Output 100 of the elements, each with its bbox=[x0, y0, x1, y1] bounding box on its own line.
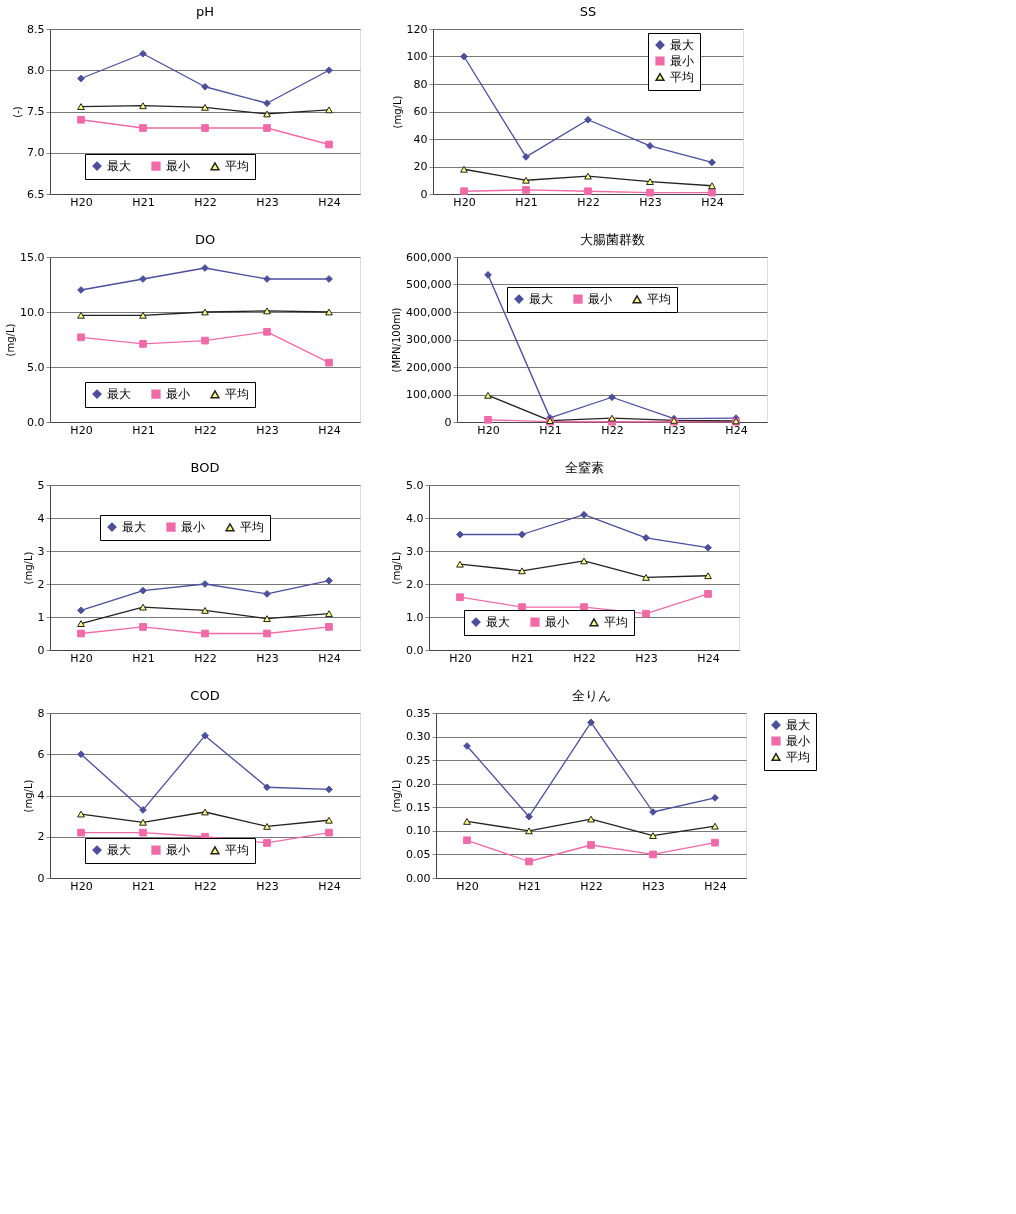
legend-label: 平均 bbox=[225, 843, 249, 858]
x-tick-label: H24 bbox=[701, 195, 724, 209]
legend-label: 平均 bbox=[786, 750, 810, 764]
y-tick-label: 0 bbox=[37, 643, 45, 657]
y-tick-label: 0 bbox=[420, 187, 428, 201]
legend-label: 平均 bbox=[225, 387, 249, 402]
y-tick-label: 0.25 bbox=[406, 753, 431, 767]
y-tick-label: 40 bbox=[413, 132, 428, 146]
legend-label: 平均 bbox=[604, 615, 628, 630]
x-tick-label: H23 bbox=[663, 423, 686, 437]
x-tick-label: H21 bbox=[539, 423, 562, 437]
y-tick-label: 4 bbox=[37, 511, 45, 525]
y-tick-label: 6.5 bbox=[27, 187, 45, 201]
chart-title: pH bbox=[195, 4, 215, 19]
legend-label: 平均 bbox=[240, 520, 264, 535]
legend-label: 最小 bbox=[181, 520, 205, 535]
legend-label: 最小 bbox=[166, 387, 190, 402]
y-tick-label: 20 bbox=[413, 160, 428, 173]
y-tick-label: 5.0 bbox=[27, 360, 45, 374]
legend-label: 最小 bbox=[786, 734, 810, 748]
x-tick-label: H24 bbox=[697, 651, 720, 665]
x-tick-label: H20 bbox=[449, 651, 472, 665]
legend-label: 最大 bbox=[670, 38, 694, 52]
y-tick-label: 80 bbox=[413, 77, 428, 91]
legend-label: 最大 bbox=[786, 718, 810, 732]
y-tick-label: 60 bbox=[413, 105, 428, 118]
y-tick-label: 300,000 bbox=[406, 333, 452, 346]
legend-label: 平均 bbox=[647, 292, 671, 307]
chart-title: 全りん bbox=[571, 688, 611, 703]
x-tick-label: H21 bbox=[132, 879, 155, 893]
y-tick-label: 0.10 bbox=[406, 824, 431, 838]
x-tick-label: H20 bbox=[477, 423, 500, 437]
y-tick-label: 400,000 bbox=[406, 305, 452, 319]
y-tick-label: 100,000 bbox=[406, 388, 452, 401]
x-tick-label: H24 bbox=[318, 423, 341, 437]
legend-label: 平均 bbox=[225, 159, 249, 174]
y-tick-label: 0.05 bbox=[406, 847, 431, 861]
y-tick-label: 1 bbox=[37, 610, 45, 624]
x-tick-label: H22 bbox=[194, 195, 217, 209]
chart-title: COD bbox=[190, 688, 220, 703]
legend-label: 最大 bbox=[486, 615, 510, 630]
y-tick-label: 4.0 bbox=[406, 511, 424, 525]
chart-title: 大腸菌群数 bbox=[579, 232, 645, 247]
x-tick-label: H24 bbox=[725, 423, 748, 437]
x-tick-label: H23 bbox=[642, 879, 665, 893]
y-axis-title: (MPN/100ml) bbox=[391, 307, 403, 373]
y-axis-title: (mg/L) bbox=[5, 323, 17, 357]
chart-title: SS bbox=[579, 4, 597, 19]
y-tick-label: 500,000 bbox=[406, 278, 452, 291]
legend-label: 最小 bbox=[166, 843, 190, 858]
x-tick-label: H24 bbox=[318, 195, 341, 209]
x-tick-label: H21 bbox=[518, 879, 541, 893]
x-tick-label: H21 bbox=[132, 195, 155, 209]
x-tick-label: H22 bbox=[573, 651, 596, 665]
legend-label: 最大 bbox=[107, 159, 131, 174]
y-tick-label: 2 bbox=[37, 577, 45, 591]
y-tick-label: 0.30 bbox=[406, 730, 431, 744]
x-tick-label: H22 bbox=[194, 423, 217, 437]
legend-label: 最大 bbox=[107, 387, 131, 402]
y-axis-title: (mg/L) bbox=[391, 95, 403, 129]
x-tick-label: H23 bbox=[639, 195, 662, 209]
y-tick-label: 200,000 bbox=[406, 360, 452, 374]
y-axis-title: (mg/L) bbox=[22, 779, 34, 813]
y-tick-label: 1.0 bbox=[406, 610, 424, 624]
x-tick-label: H22 bbox=[601, 423, 624, 437]
x-tick-label: H20 bbox=[453, 195, 476, 209]
y-axis-title: (mg/L) bbox=[22, 551, 34, 585]
legend-label: 最小 bbox=[166, 159, 190, 174]
legend-label: 最大 bbox=[122, 520, 146, 535]
chart-title: 全窒素 bbox=[564, 460, 604, 475]
y-tick-label: 0 bbox=[37, 871, 45, 885]
x-tick-label: H22 bbox=[580, 879, 603, 893]
x-tick-label: H23 bbox=[256, 423, 279, 437]
legend-label: 平均 bbox=[670, 70, 694, 84]
y-tick-label: 3 bbox=[37, 544, 45, 558]
y-tick-label: 100 bbox=[406, 50, 428, 63]
x-tick-label: H22 bbox=[577, 195, 600, 209]
x-tick-label: H21 bbox=[515, 195, 538, 209]
x-tick-label: H20 bbox=[70, 195, 93, 209]
y-tick-label: 120 bbox=[406, 22, 428, 36]
x-tick-label: H20 bbox=[70, 879, 93, 893]
y-tick-label: 4 bbox=[37, 789, 45, 802]
x-tick-label: H22 bbox=[194, 879, 217, 893]
y-tick-label: 0.20 bbox=[406, 777, 431, 791]
y-tick-label: 15.0 bbox=[20, 250, 45, 264]
x-tick-label: H20 bbox=[70, 651, 93, 665]
chart-title: BOD bbox=[190, 460, 220, 475]
x-tick-label: H21 bbox=[132, 651, 155, 665]
y-tick-label: 2 bbox=[37, 830, 45, 844]
x-tick-label: H23 bbox=[256, 651, 279, 665]
y-tick-label: 0.00 bbox=[406, 871, 431, 885]
y-tick-label: 0.0 bbox=[27, 415, 45, 429]
y-tick-label: 3.0 bbox=[406, 544, 424, 558]
y-axis-title: (-) bbox=[12, 106, 24, 118]
x-tick-label: H20 bbox=[70, 423, 93, 437]
legend-label: 最大 bbox=[529, 292, 553, 307]
y-tick-label: 6 bbox=[37, 747, 45, 761]
legend-label: 最小 bbox=[545, 615, 569, 630]
x-tick-label: H23 bbox=[256, 879, 279, 893]
y-tick-label: 0.0 bbox=[406, 643, 424, 657]
